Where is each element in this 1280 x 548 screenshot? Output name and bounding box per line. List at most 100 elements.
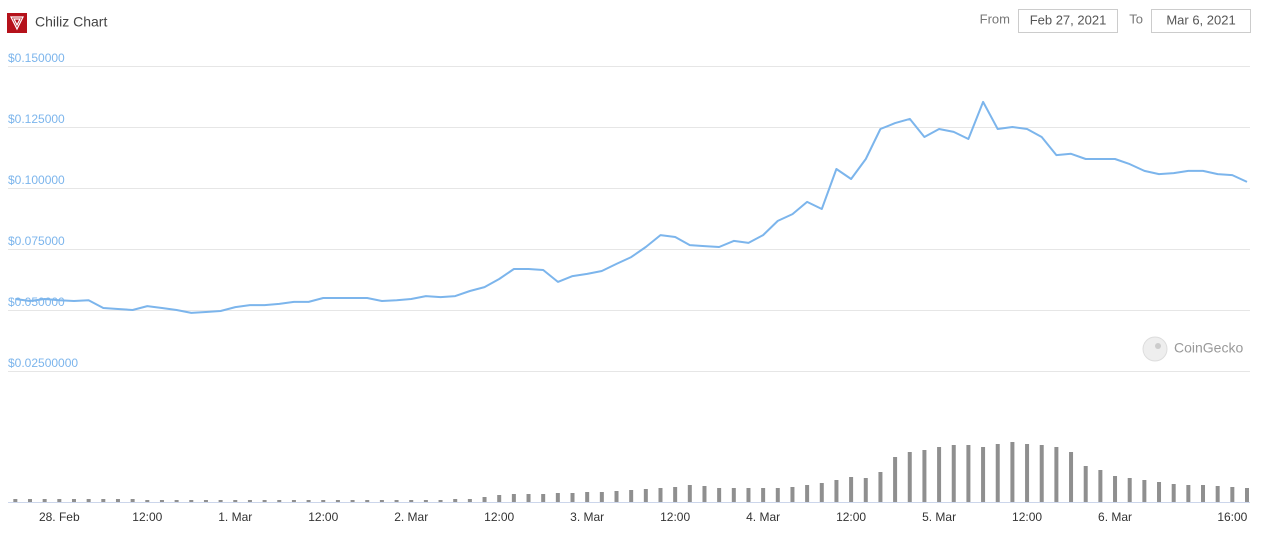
to-label: To — [1129, 11, 1143, 26]
y-tick-label: $0.050000 — [8, 295, 65, 309]
volume-bar — [541, 494, 546, 502]
volume-bar — [981, 447, 986, 502]
volume-bar — [453, 499, 458, 502]
volume-bar — [321, 500, 326, 502]
volume-bar — [262, 500, 267, 502]
x-tick-label: 12:00 — [308, 510, 338, 524]
y-tick-label: $0.150000 — [8, 51, 65, 65]
volume-bar — [570, 493, 575, 502]
volume-bar — [57, 499, 62, 502]
volume-bar — [761, 488, 766, 502]
volume-bar — [1069, 452, 1074, 502]
volume-bar — [849, 477, 854, 502]
volume-bar — [746, 488, 751, 502]
x-tick-label: 3. Mar — [570, 510, 604, 524]
volume-bar — [71, 499, 76, 502]
volume-bar — [790, 487, 795, 502]
y-tick-label: $0.075000 — [8, 234, 65, 248]
to-date-input[interactable] — [1151, 9, 1251, 33]
volume-bar — [1171, 484, 1176, 502]
volume-bar — [643, 489, 648, 502]
x-tick-label: 16:00 — [1217, 510, 1247, 524]
volume-bar — [497, 495, 502, 502]
volume-bar — [1215, 486, 1220, 502]
x-tick-label: 12:00 — [484, 510, 514, 524]
volume-bar — [629, 490, 634, 502]
volume-bar — [438, 500, 443, 502]
volume-bar — [247, 500, 252, 502]
volume-bar — [86, 499, 91, 502]
x-tick-label: 5. Mar — [922, 510, 956, 524]
volume-bar — [218, 500, 223, 502]
volume-bar — [27, 499, 32, 502]
volume-bar — [1245, 488, 1249, 502]
volume-bar — [995, 444, 1000, 502]
volume-bar — [951, 445, 956, 502]
volume-bar — [335, 500, 340, 502]
y-tick-label: $0.02500000 — [8, 356, 78, 370]
volume-bar — [614, 491, 619, 502]
x-tick-label: 2. Mar — [394, 510, 428, 524]
x-tick-label: 12:00 — [1012, 510, 1042, 524]
to-date[interactable]: Mar 6, 2021 — [1166, 12, 1235, 27]
volume-bar — [467, 499, 472, 502]
x-tick-label: 4. Mar — [746, 510, 780, 524]
price-line — [15, 100, 1248, 314]
volume-bar — [101, 499, 106, 502]
volume-bar — [1157, 482, 1162, 502]
volume-bar — [277, 500, 282, 502]
volume-bar — [658, 488, 663, 502]
volume-bar — [233, 500, 238, 502]
volume-bar — [159, 500, 164, 502]
volume-bar — [585, 492, 590, 502]
volume-bar — [893, 457, 898, 502]
watermark-icon-eye — [1155, 343, 1161, 349]
volume-bar — [1142, 480, 1147, 502]
volume-bar — [717, 488, 722, 502]
volume-bar — [1201, 485, 1206, 502]
volume-bar — [1039, 445, 1044, 502]
volume-bar — [189, 500, 194, 502]
volume-bar — [687, 485, 692, 502]
volume-bar — [922, 450, 927, 502]
watermark: CoinGecko — [1174, 340, 1243, 356]
volume-bar — [145, 500, 150, 502]
from-date-input[interactable] — [1018, 9, 1118, 33]
x-tick-label: 28. Feb — [39, 510, 80, 524]
volume-bar — [819, 483, 824, 502]
x-tick-label: 12:00 — [660, 510, 690, 524]
volume-bar — [1186, 485, 1191, 502]
volume-bar — [805, 485, 810, 502]
x-tick-label: 6. Mar — [1098, 510, 1132, 524]
x-tick-label: 12:00 — [836, 510, 866, 524]
volume-bar — [863, 478, 868, 502]
volume-bar — [409, 500, 414, 502]
y-tick-label: $0.125000 — [8, 112, 65, 126]
volume-bar — [1230, 487, 1235, 502]
volume-bar — [306, 500, 311, 502]
y-tick-label: $0.100000 — [8, 173, 65, 187]
volume-bar — [834, 480, 839, 502]
volume-bar — [511, 494, 516, 502]
volume-bar — [775, 488, 780, 502]
volume-bar — [1010, 442, 1015, 502]
from-date[interactable]: Feb 27, 2021 — [1030, 12, 1107, 27]
x-tick-label: 12:00 — [132, 510, 162, 524]
volume-bar — [599, 492, 604, 502]
volume-bar — [702, 486, 707, 502]
volume-bar — [1025, 444, 1030, 502]
volume-bar — [203, 500, 208, 502]
volume-bar — [1098, 470, 1103, 502]
volume-bar — [379, 500, 384, 502]
logo-icon — [10, 16, 24, 31]
volume-bar — [13, 499, 18, 502]
volume-bar — [878, 472, 883, 502]
volume-bar — [937, 447, 942, 502]
volume-bar — [555, 493, 560, 502]
watermark-icon — [1142, 336, 1168, 362]
volume-bar — [423, 500, 428, 502]
volume-bar — [174, 500, 179, 502]
x-tick-label: 1. Mar — [218, 510, 252, 524]
